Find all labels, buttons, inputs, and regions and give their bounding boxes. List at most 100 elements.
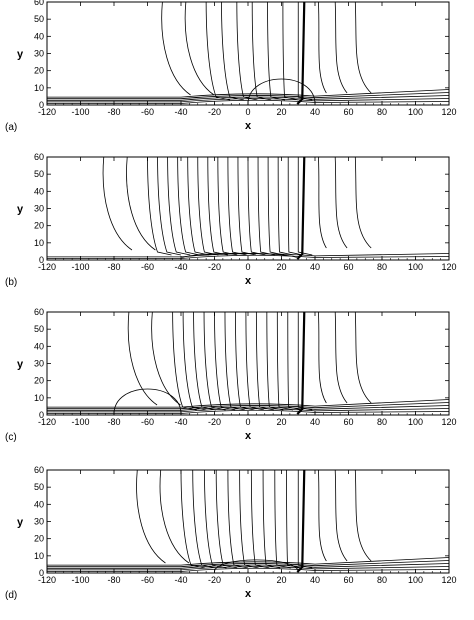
contour-line [297, 2, 313, 101]
x-tick-label: 40 [310, 107, 320, 117]
plot-frame [46, 311, 450, 416]
y-tick-label: 0 [39, 255, 44, 265]
y-tick-label: 30 [34, 517, 44, 527]
shock-line [296, 2, 306, 105]
contour-line [297, 312, 313, 411]
x-tick-label: 120 [441, 262, 456, 272]
x-tick-label: -120 [38, 417, 56, 427]
y-tick-label: 50 [34, 14, 44, 24]
x-tick-label: 20 [276, 417, 286, 427]
x-tick-label: -60 [141, 417, 154, 427]
y-tick-label: 30 [34, 204, 44, 214]
contour-line [354, 2, 372, 94]
x-tick-label: -40 [174, 575, 187, 585]
panel-label: (c) [5, 432, 17, 443]
contour-line [147, 157, 172, 256]
y-tick-label: 10 [34, 238, 44, 248]
contour-line [157, 157, 181, 256]
x-tick-label: -20 [208, 262, 221, 272]
contour-line [221, 2, 244, 101]
boundary-layer-contour [47, 254, 449, 259]
x-tick-label: 0 [245, 107, 250, 117]
boundary-layer-contour [47, 402, 449, 410]
contour-line [250, 470, 270, 569]
boundary-layer-contour [47, 560, 449, 568]
contour-line [267, 157, 285, 256]
contour-line [286, 470, 302, 569]
contour-lines [47, 312, 449, 415]
contour-line [172, 312, 197, 411]
x-tick-label: -120 [38, 575, 56, 585]
y-tick-label: 20 [34, 376, 44, 386]
contour-line [267, 2, 285, 101]
x-tick-label: -60 [141, 575, 154, 585]
panel-label: (b) [5, 277, 17, 288]
contour-line [102, 157, 133, 251]
x-tick-label: -40 [174, 107, 187, 117]
contour-line [237, 157, 257, 256]
panel-label: (a) [5, 122, 17, 133]
panel-label: (d) [5, 590, 17, 601]
contour-lines [47, 2, 449, 105]
y-tick-label: 40 [34, 341, 44, 351]
contour-line [247, 157, 266, 256]
contour-line [318, 312, 327, 404]
x-tick-label: -120 [38, 107, 56, 117]
boundary-layer-contour [47, 253, 449, 258]
x-tick-label: 0 [245, 262, 250, 272]
x-tick-label: 100 [408, 107, 423, 117]
contour-line [354, 470, 372, 562]
boundary-layer-contour [47, 98, 449, 103]
boundary-layer-contour [47, 92, 449, 100]
y-axis-title: y [17, 517, 24, 529]
boundary-layer-contour [47, 399, 449, 408]
x-tick-label: -80 [107, 262, 120, 272]
contour-line [334, 2, 348, 94]
x-tick-label: 40 [310, 575, 320, 585]
contour-line [277, 157, 294, 256]
contour-line [287, 312, 303, 411]
x-tick-label: 100 [408, 262, 423, 272]
contour-line [297, 157, 313, 256]
x-tick-label: 80 [377, 262, 387, 272]
boundary-layer-contour [47, 566, 449, 571]
contour-line [318, 470, 327, 562]
y-tick-label: 40 [34, 499, 44, 509]
separation-bubble [247, 78, 316, 105]
y-tick-label: 50 [34, 482, 44, 492]
contour-line [192, 470, 216, 569]
contour-line [334, 312, 348, 404]
contour-line [245, 312, 265, 411]
shock-line [296, 157, 306, 260]
boundary-layer-contour [47, 405, 449, 411]
x-tick-label: 0 [245, 575, 250, 585]
contour-line [224, 312, 245, 411]
boundary-layer-contour [47, 557, 449, 566]
y-tick-label: 60 [34, 152, 44, 162]
contour-line [204, 470, 227, 569]
boundary-layer-contour [47, 89, 449, 98]
contour-line [126, 157, 156, 251]
contour-line [197, 157, 219, 256]
x-tick-label: -80 [107, 107, 120, 117]
x-axis-title: x [245, 588, 252, 600]
contour-line [193, 312, 216, 411]
x-tick-label: -60 [141, 107, 154, 117]
x-tick-label: 80 [377, 107, 387, 117]
x-tick-label: -80 [107, 417, 120, 427]
contour-line [274, 470, 291, 569]
boundary-layer-contour [47, 99, 449, 104]
y-tick-label: 40 [34, 31, 44, 41]
contour-line [136, 470, 166, 564]
x-tick-label: 60 [343, 417, 353, 427]
x-tick-label: -100 [71, 575, 89, 585]
y-tick-label: 40 [34, 186, 44, 196]
contour-line [334, 470, 348, 562]
x-tick-label: 40 [310, 262, 320, 272]
contour-line [251, 2, 272, 101]
contour-lines [47, 157, 449, 260]
panel-3: -120 -100 -80 -60 -40 -20 0 20 40 60 80 100 120 0 10 20… [5, 307, 457, 443]
contour-line [318, 157, 327, 249]
shock-line [296, 312, 306, 415]
contour-line [354, 312, 372, 404]
